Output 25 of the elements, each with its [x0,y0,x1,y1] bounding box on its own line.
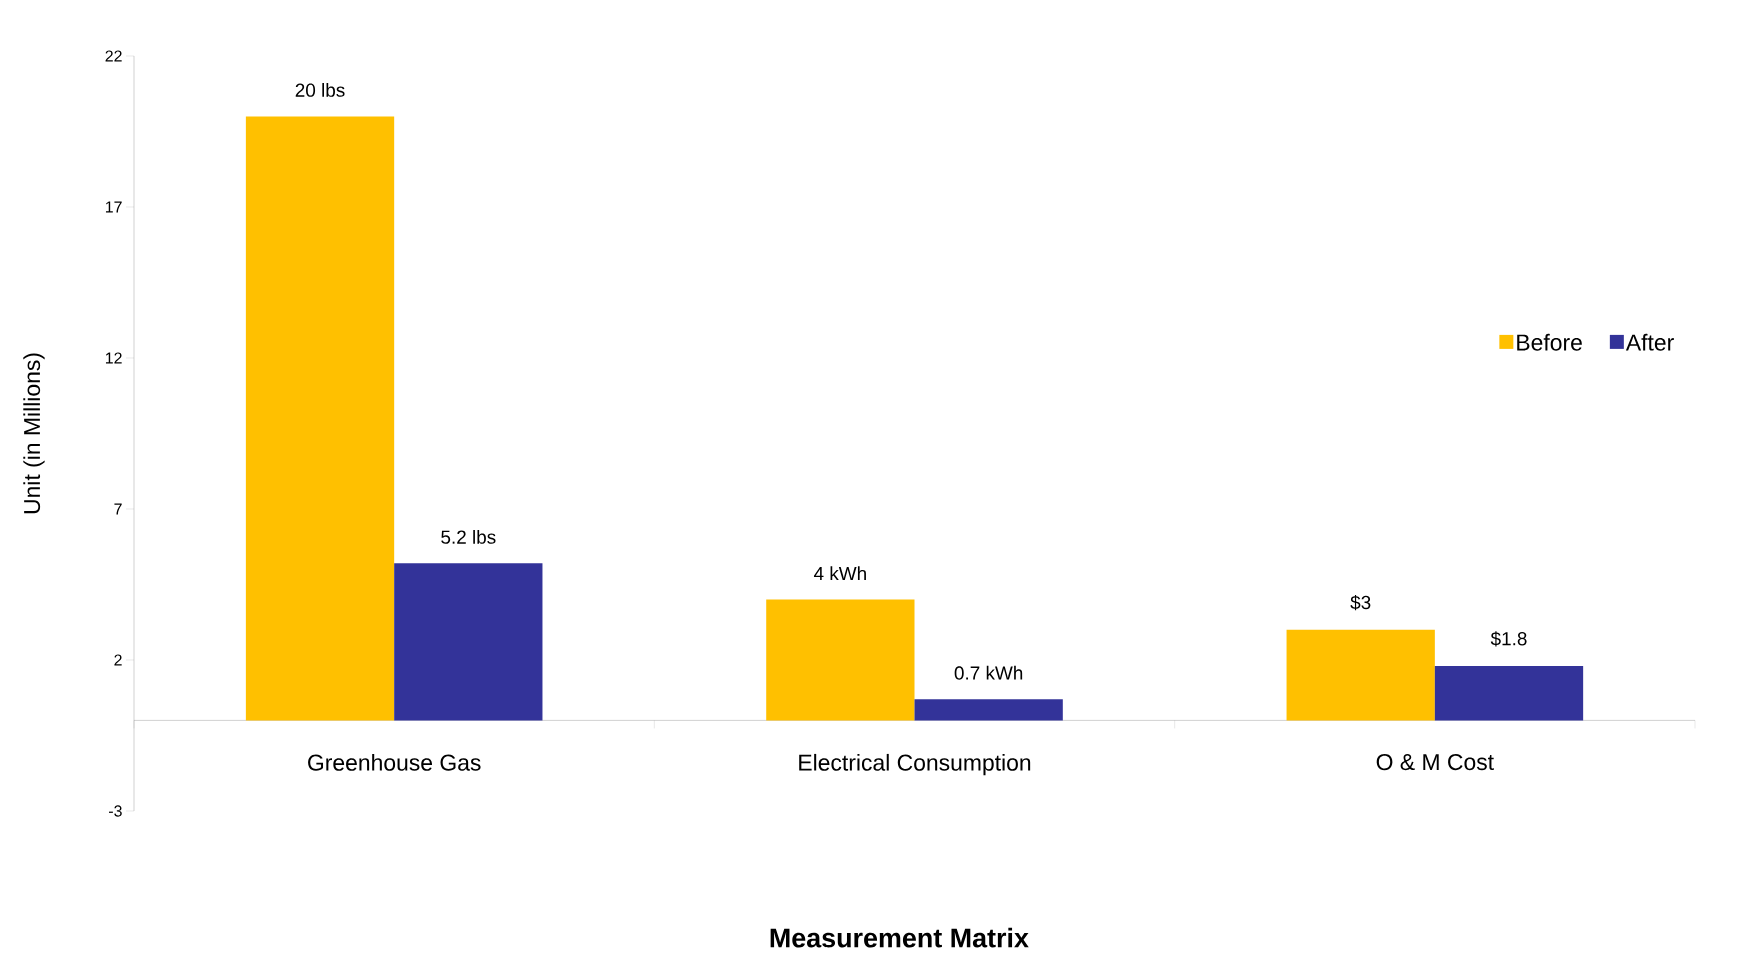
legend-label: Before [1517,333,1582,351]
y-tick-label: 17 [105,201,122,213]
y-tick-label: 22 [105,50,122,62]
y-tick-label: 12 [105,352,122,364]
bar [1286,629,1435,721]
bar [394,563,543,721]
y-tick-label: 7 [114,503,122,515]
legend-label: After [1625,333,1674,351]
x-tick-label: Electrical Consumption [799,753,1031,776]
y-tick-label: 2 [114,654,122,666]
data-label: 4 kWh [813,566,866,581]
y-tick-label: -3 [109,805,122,817]
bar [1434,666,1584,721]
x-tick-label: O & M Cost [1376,753,1494,771]
x-axis-title: Measurement Matrix [770,927,1029,948]
data-label: 5.2 lbs [441,529,496,544]
bar [914,699,1063,721]
y-axis-title: Unit (in Millions) [23,353,45,514]
data-label: $1.8 [1490,631,1527,647]
data-label: $3 [1350,594,1371,611]
data-label: 20 lbs [295,82,345,97]
bar [245,116,395,721]
bar [766,599,915,721]
data-label: 0.7 kWh [954,665,1023,680]
x-tick-label: Greenhouse Gas [308,753,481,771]
